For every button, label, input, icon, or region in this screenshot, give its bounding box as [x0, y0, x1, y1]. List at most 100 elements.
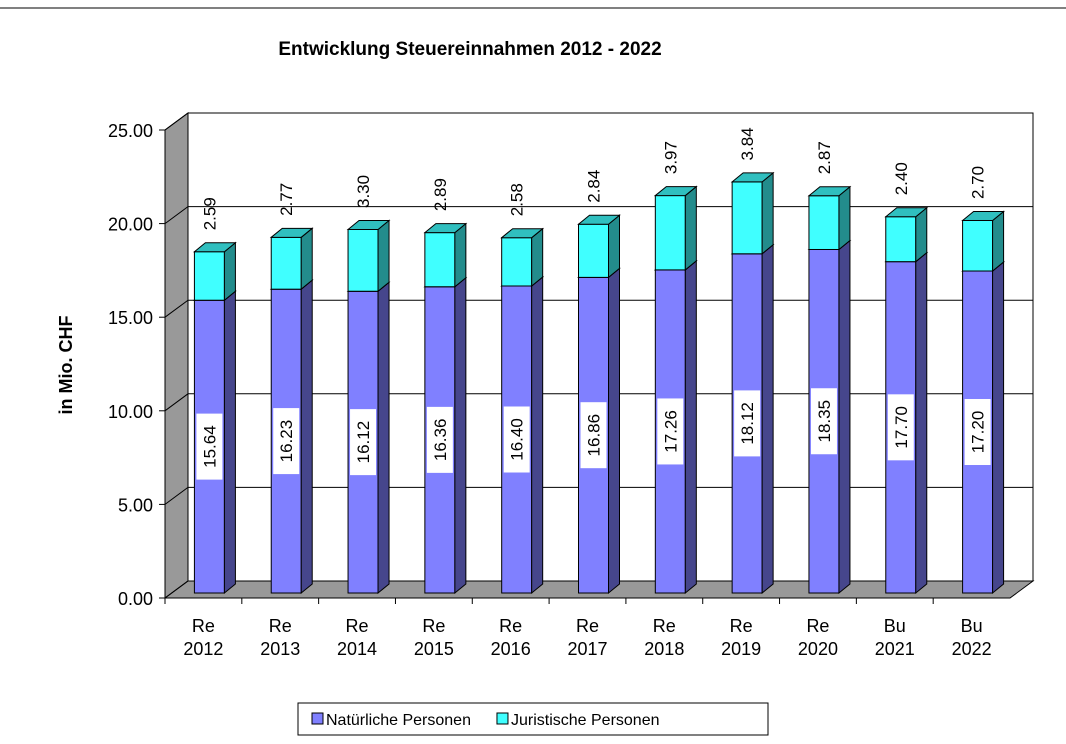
bar-segment [807, 185, 852, 251]
y-tick-label: 0.00 [118, 589, 153, 609]
y-tick-label: 20.00 [108, 215, 153, 235]
bar-side [684, 185, 697, 271]
value-label: 2.40 [892, 162, 911, 195]
bar-segment [884, 206, 929, 263]
x-tick-label: Bu 2022 [952, 616, 992, 659]
bar-top [269, 227, 314, 238]
bar-top [653, 186, 698, 197]
x-tick-label: Bu 2021 [875, 616, 915, 659]
legend-label: Juristische Personen [511, 712, 660, 729]
bar-segment [730, 171, 775, 255]
bar-front [501, 237, 533, 287]
value-label-box [503, 406, 530, 473]
x-tick-label: Re 2015 [414, 616, 454, 659]
value-label-box [196, 413, 223, 480]
value-label: 18.12 [738, 402, 757, 445]
bar-segment [577, 214, 621, 279]
bar-segment [423, 222, 468, 288]
bar-front [885, 216, 917, 263]
value-label: 3.30 [354, 175, 373, 208]
bar-side [915, 251, 928, 595]
legend-swatch [496, 712, 509, 725]
bar-side [300, 227, 313, 291]
bar-top [346, 219, 391, 230]
bar-front [731, 181, 763, 255]
side-wall [164, 112, 189, 599]
bar-side [223, 241, 236, 302]
bar-segment [346, 219, 391, 293]
x-tick-label: Re 2017 [567, 616, 607, 659]
bar-front [578, 223, 609, 278]
bar-segment [653, 185, 698, 271]
bar-front [962, 219, 994, 272]
value-label: 2.84 [585, 170, 604, 203]
bar-top [730, 172, 775, 183]
value-label-box [350, 409, 377, 476]
bar-side [223, 290, 236, 595]
bar-front [808, 195, 840, 250]
bar-side [838, 185, 851, 251]
value-label: 3.84 [738, 127, 757, 160]
value-label: 2.87 [815, 141, 834, 174]
bar-side [992, 210, 1005, 273]
bar-front [347, 228, 379, 292]
bar-segment [961, 210, 1005, 273]
y-tick-label: 15.00 [108, 308, 153, 328]
value-label: 16.12 [354, 421, 373, 464]
y-tick-label: 25.00 [108, 121, 153, 141]
x-tick-label: Re 2012 [183, 616, 223, 659]
value-label: 18.35 [815, 400, 834, 443]
bar-top [884, 207, 929, 218]
x-tick-label: Re 2014 [337, 616, 377, 659]
bar-side [300, 279, 313, 595]
value-label-box [964, 399, 991, 466]
value-label: 2.70 [969, 166, 988, 199]
bar-side [377, 281, 390, 595]
legend-swatch [311, 712, 324, 725]
value-label: 3.97 [661, 141, 680, 174]
bar-top [807, 186, 852, 197]
bar-side [608, 214, 620, 279]
bar-segment [269, 227, 314, 291]
value-label-box [810, 388, 837, 455]
value-label: 2.59 [200, 197, 219, 230]
value-label-box [657, 398, 684, 465]
value-label: 16.40 [508, 418, 527, 461]
y-tick-label: 10.00 [108, 402, 153, 422]
bar-front [193, 251, 225, 301]
legend-label: Natürliche Personen [326, 712, 471, 729]
value-label-box [273, 408, 300, 475]
x-tick-label: Re 2016 [491, 616, 531, 659]
bar-side [531, 227, 544, 288]
x-tick-label: Re 2018 [644, 616, 684, 659]
bar-side [761, 243, 774, 595]
value-label: 17.70 [892, 406, 911, 449]
bar-top [577, 214, 621, 225]
bar-side [454, 222, 467, 288]
bar-side [838, 239, 851, 595]
value-label: 2.77 [277, 183, 296, 216]
legend-box [297, 702, 769, 736]
y-axis-label: in Mio. CHF [56, 316, 76, 415]
x-tick-label: Re 2020 [798, 616, 838, 659]
value-label: 17.20 [969, 411, 988, 454]
bar-top [193, 242, 237, 253]
value-label: 2.89 [431, 178, 450, 211]
bar-side [992, 260, 1005, 595]
x-tick-label: Re 2019 [721, 616, 761, 659]
chart-title: Entwicklung Steuereinnahmen 2012 - 2022 [278, 39, 661, 60]
value-label: 2.58 [508, 183, 527, 216]
value-label-box [426, 406, 453, 473]
bar-segment [193, 241, 237, 302]
bar-side [608, 267, 620, 595]
bar-side [684, 259, 697, 595]
y-tick-label: 5.00 [118, 495, 153, 515]
bar-segment [500, 227, 545, 288]
grid-line [164, 112, 1033, 131]
bar-side [531, 275, 544, 595]
bar-front [270, 236, 302, 290]
bar-top [961, 210, 1005, 221]
bar-front [424, 232, 456, 288]
value-label-box [887, 394, 914, 461]
